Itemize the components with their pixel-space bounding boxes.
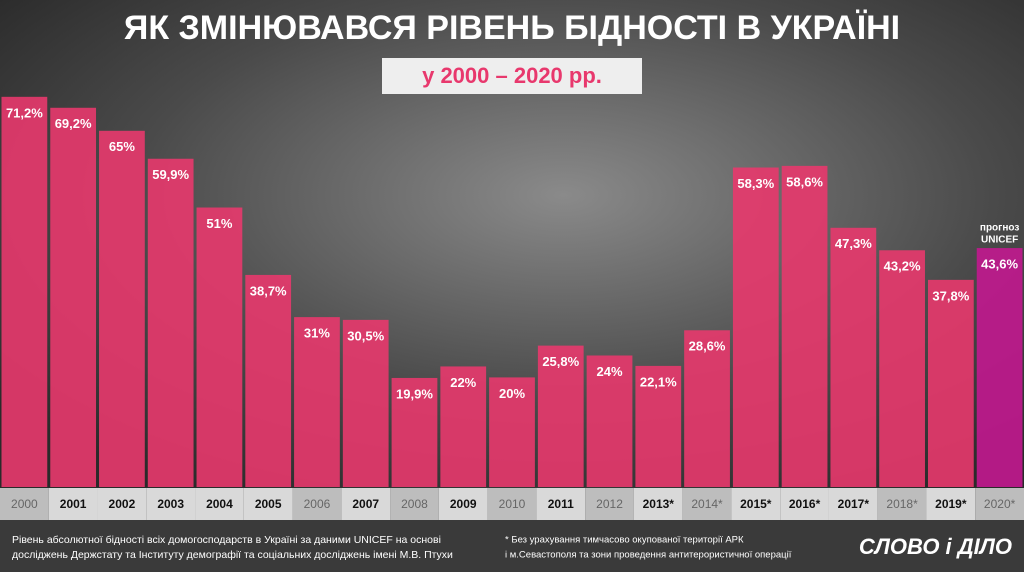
category-cell <box>975 488 1024 520</box>
x-tick-label: 2006 <box>304 497 331 511</box>
value-label: 20% <box>499 386 525 401</box>
x-tick-label: 2000 <box>11 497 38 511</box>
x-tick-label: 2011 <box>548 497 574 511</box>
category-cell <box>731 488 781 520</box>
category-cell <box>390 488 439 520</box>
value-label: 43,6% <box>981 257 1018 272</box>
subtitle: у 2000 – 2020 рр. <box>422 63 602 88</box>
value-label: 30,5% <box>347 328 384 343</box>
category-cell <box>292 488 342 520</box>
category-cell <box>585 488 634 520</box>
value-label: 65% <box>109 139 135 154</box>
bar <box>99 130 145 488</box>
x-tick-label: 2015* <box>740 497 772 511</box>
x-tick-label: 2002 <box>109 497 136 511</box>
x-tick-label: 2012 <box>596 497 623 511</box>
bar <box>586 355 633 487</box>
x-tick-label: 2004 <box>206 497 233 511</box>
x-tick-label: 2007 <box>352 497 379 511</box>
category-cell <box>682 488 732 520</box>
source-line: досліджень Держстату та Інституту демогр… <box>12 549 453 561</box>
category-cell <box>0 488 49 520</box>
x-tick-label: 2020* <box>984 497 1016 511</box>
category-cell <box>633 488 683 520</box>
value-label: 59,9% <box>152 167 189 182</box>
bar <box>391 377 438 487</box>
footer <box>0 520 1024 572</box>
x-tick-label: 2019* <box>935 497 967 511</box>
footnote-line: і м.Севастополя та зони проведення антит… <box>505 550 792 561</box>
value-label: 24% <box>597 364 623 379</box>
category-cell <box>341 488 391 520</box>
category-cell <box>48 488 98 520</box>
bar <box>342 319 389 487</box>
bar <box>50 107 97 487</box>
x-tick-label: 2003 <box>157 497 184 511</box>
value-label: 51% <box>206 216 232 231</box>
footnote-line: * Без урахування тимчасово окупованої те… <box>505 535 744 546</box>
x-tick-label: 2009 <box>450 497 477 511</box>
value-label: 43,2% <box>884 259 921 274</box>
bar <box>489 377 535 487</box>
chart-title: ЯК ЗМІНЮВАВСЯ РІВЕНЬ БІДНОСТІ В УКРАЇНІ <box>124 9 900 47</box>
bar <box>830 227 877 487</box>
bar <box>684 330 730 487</box>
value-label: 58,6% <box>786 174 823 189</box>
bar <box>927 279 974 487</box>
x-tick-label: 2013* <box>643 497 675 511</box>
category-cell <box>536 488 586 520</box>
x-tick-label: 2008 <box>401 497 428 511</box>
category-cell <box>828 488 878 520</box>
annotation: UNICEF <box>981 235 1018 246</box>
bar <box>196 207 243 487</box>
category-cell <box>487 488 537 520</box>
value-label: 58,3% <box>737 176 774 191</box>
bar <box>245 274 292 487</box>
category-cell <box>146 488 196 520</box>
category-cell <box>926 488 976 520</box>
x-tick-label: 2017* <box>838 497 870 511</box>
bar <box>732 167 779 488</box>
value-label: 28,6% <box>689 339 726 354</box>
subtitle-box <box>382 58 642 94</box>
annotation: прогноз <box>980 223 1019 234</box>
value-label: 22% <box>450 375 476 390</box>
x-tick-label: 2010 <box>499 497 526 511</box>
category-cell <box>243 488 293 520</box>
bar <box>879 250 925 487</box>
value-label: 19,9% <box>396 386 433 401</box>
bar <box>147 158 194 488</box>
value-label: 31% <box>304 326 330 341</box>
bar <box>1 96 48 487</box>
value-label: 37,8% <box>932 288 969 303</box>
value-label: 25,8% <box>542 354 579 369</box>
source-line: Рівень абсолютної бідності всіх домогосп… <box>12 534 441 546</box>
bar <box>440 366 487 487</box>
category-cell <box>97 488 147 520</box>
bar <box>976 248 1023 487</box>
x-tick-label: 2005 <box>255 497 282 511</box>
x-tick-label: 2016* <box>789 497 821 511</box>
category-cell <box>780 488 829 520</box>
x-tick-label: 2018* <box>886 497 918 511</box>
value-label: 69,2% <box>55 116 92 131</box>
bar <box>635 365 682 487</box>
value-label: 22,1% <box>640 374 677 389</box>
category-cell <box>877 488 927 520</box>
value-label: 38,7% <box>250 283 287 298</box>
x-tick-label: 2014* <box>691 497 723 511</box>
category-cell <box>438 488 488 520</box>
category-cell <box>195 488 244 520</box>
bar <box>537 345 584 487</box>
value-label: 47,3% <box>835 236 872 251</box>
logo: СЛОВО і ДІЛО <box>859 534 1012 559</box>
bar <box>781 165 828 487</box>
bar <box>294 317 340 487</box>
value-label: 71,2% <box>6 105 43 120</box>
x-tick-label: 2001 <box>60 497 87 511</box>
